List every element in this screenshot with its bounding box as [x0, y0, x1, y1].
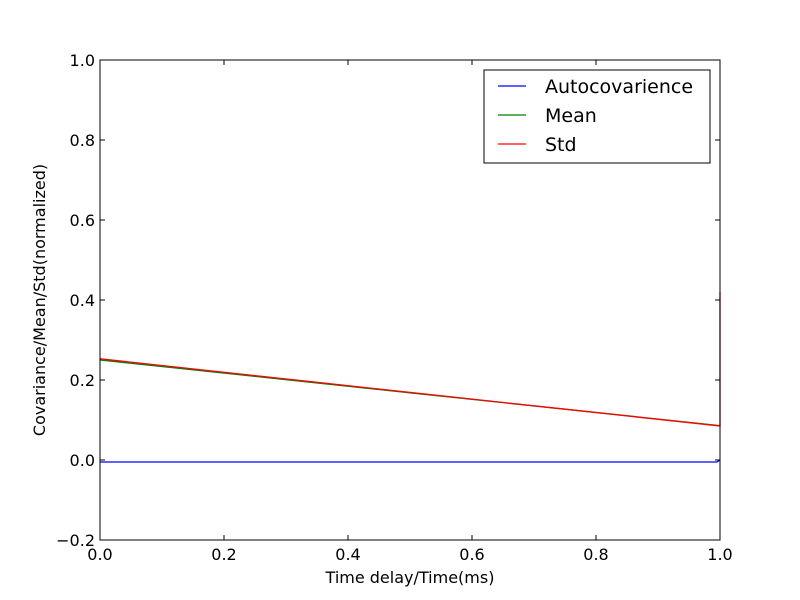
legend-label: Autocovarience	[545, 76, 693, 98]
ticks-layer: 0.0 0.2 0.4 0.6 0.8 1.0−0.20.00.20.40.60.81.0	[56, 51, 733, 564]
y-tick-label: 0.4	[70, 291, 95, 310]
x-tick-label: 0.0	[87, 545, 112, 564]
x-axis-label: Time delay/Time(ms)	[325, 568, 495, 587]
y-tick-label: −0.2	[56, 531, 95, 550]
legend: Autocovarience Mean Std	[483, 69, 711, 164]
x-tick-label: 0.4	[335, 545, 360, 564]
series-line-autocovarience	[100, 459, 721, 463]
x-tick-label: 0.2	[211, 545, 236, 564]
y-tick-label: 0.8	[70, 131, 95, 150]
x-tick-label: 1.0	[707, 545, 732, 564]
y-axis-label: Covariance/Mean/Std(normalized)	[30, 164, 49, 436]
legend-label: Mean	[545, 105, 597, 127]
legend-label: Std	[545, 134, 577, 156]
y-tick-label: 0.0	[70, 451, 95, 470]
x-tick-label: 0.6	[459, 545, 484, 564]
y-tick-label: 0.6	[70, 211, 95, 230]
y-tick-label: 1.0	[70, 51, 95, 70]
x-tick-label: 0.8	[583, 545, 608, 564]
y-tick-label: 0.2	[70, 371, 95, 390]
